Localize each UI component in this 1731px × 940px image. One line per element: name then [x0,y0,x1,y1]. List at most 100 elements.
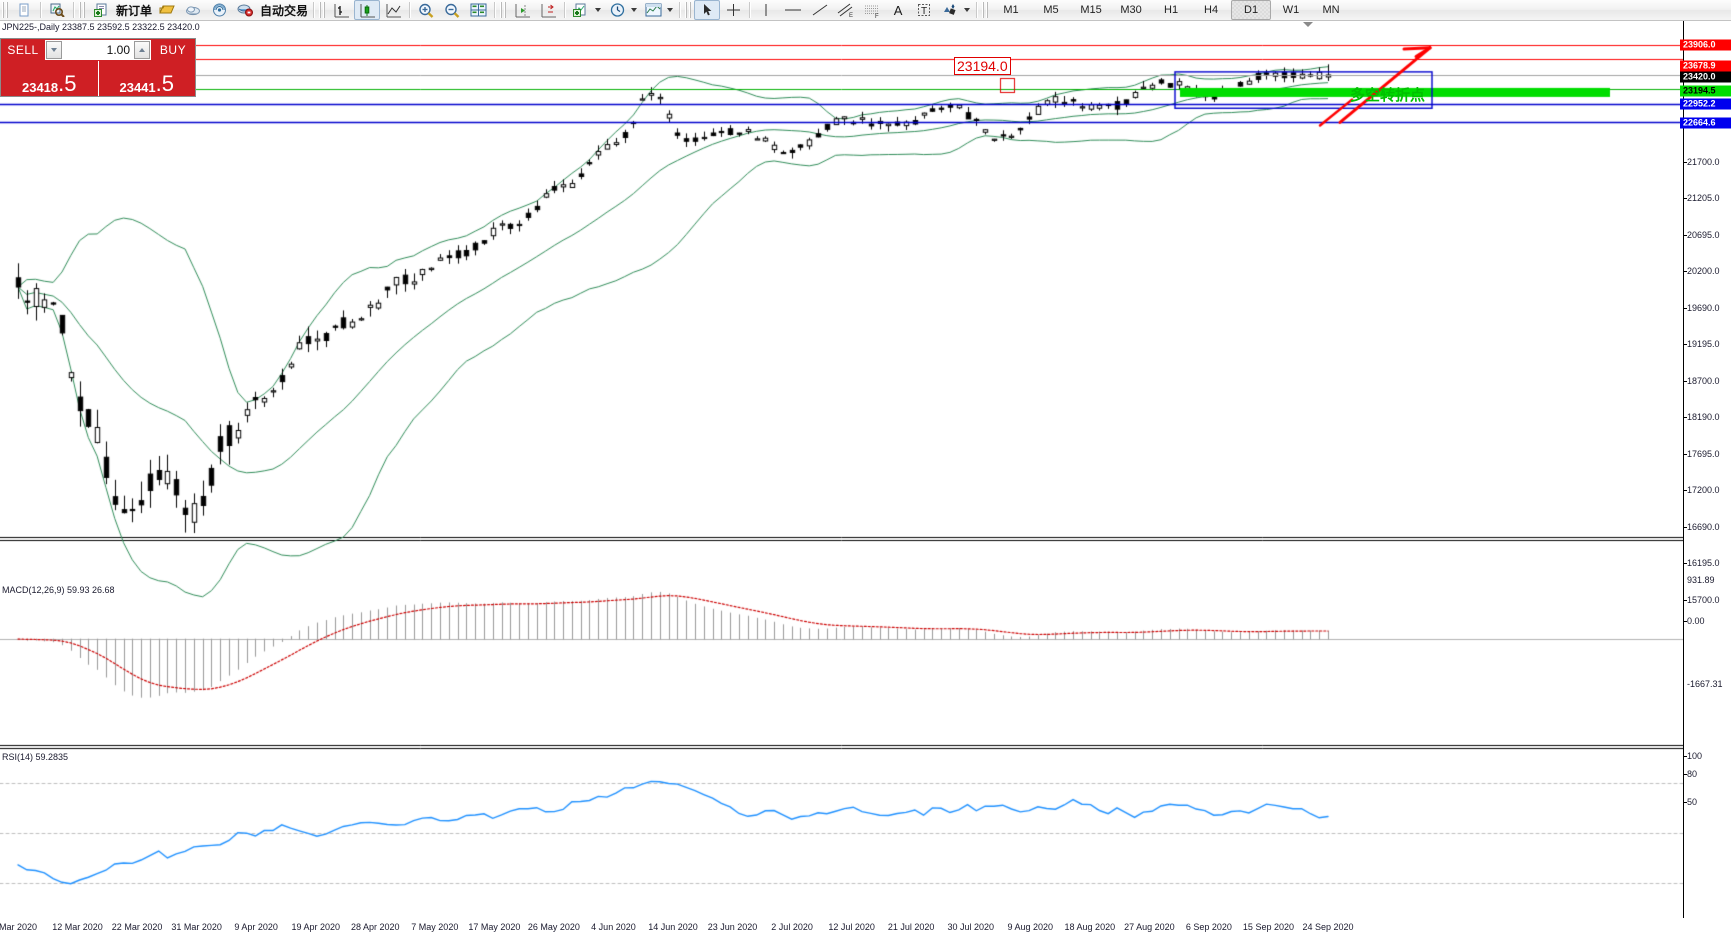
volume-increase-button[interactable] [134,41,150,59]
crosshair-icon[interactable] [720,0,746,20]
toolbar-grip[interactable] [982,2,990,18]
chevron-down-icon[interactable] [667,8,674,12]
price-tick-mark [1684,234,1687,236]
grid-icon[interactable] [465,0,491,20]
price-tick-mark [1684,198,1687,199]
oct-divider [97,61,99,96]
toolbar-separator [564,2,566,18]
zoom-in-icon[interactable] [413,0,439,20]
date-tick-label: 15 Sep 2020 [1242,922,1294,932]
date-tick-label: 9 Apr 2020 [234,922,278,932]
auto-scroll-icon[interactable] [535,0,561,20]
turning-point-annotation: 多空转折点 [1350,87,1426,104]
autotrade-label[interactable]: 自动交易 [260,3,309,18]
text-label-icon[interactable]: T [911,0,937,20]
vertical-line-icon[interactable] [753,0,779,20]
chart-canvas[interactable] [0,21,1683,918]
price-tick-label: 16195.0 [1687,558,1720,568]
equidistant-channel-icon[interactable]: E [833,0,859,20]
new-order-label[interactable]: 新订单 [116,3,153,18]
toolbar-grip[interactable] [685,2,693,18]
price-level-tag[interactable]: 23906.0 [1680,39,1731,51]
fibonacci-icon[interactable]: F [859,0,885,20]
timeframe-h4[interactable]: H4 [1204,4,1219,16]
timeframe-h1[interactable]: H1 [1164,4,1179,16]
toolbar-grip[interactable] [500,2,508,18]
timeframe-mn[interactable]: MN [1322,4,1340,16]
volume-input[interactable]: 1.00 [62,41,134,59]
timeframe-m30[interactable]: M30 [1120,4,1142,16]
search-chart-icon[interactable] [44,0,70,20]
signal-icon[interactable] [206,0,232,20]
price-level-tag[interactable]: 23194.5 [1680,85,1731,97]
price-tick-label: 18700.0 [1687,375,1720,386]
price-axis[interactable]: 22195.021700.021205.020695.020200.019690… [1683,21,1731,918]
main-toolbar: 新订单 自动交易 [0,0,1731,21]
price-chart-panel[interactable] [0,21,1683,918]
cloud-icon[interactable] [180,0,206,20]
new-order-icon[interactable] [88,0,114,20]
date-tick-label: 30 Jul 2020 [947,922,994,932]
templates-icon[interactable] [640,0,666,20]
toolbar-separator [976,2,978,18]
add-indicator-icon[interactable] [568,0,594,20]
scroll-indicator-icon [1303,22,1313,27]
date-tick-label: 9 Aug 2020 [1007,922,1054,932]
volume-stepper[interactable]: 1.00 [45,40,151,60]
chevron-down-icon[interactable] [631,8,638,12]
line-chart-icon[interactable] [380,0,406,20]
price-level-tag[interactable]: 23420.0 [1680,71,1731,83]
folder-icon[interactable] [154,0,180,20]
autotrade-icon[interactable] [232,0,258,20]
buy-label[interactable]: BUY [159,43,187,57]
price-callout-label[interactable]: 23194.0 [954,57,1011,75]
sell-label[interactable]: SELL [7,43,39,57]
cursor-icon[interactable] [694,0,721,20]
macd-tick-mark [1684,621,1687,622]
date-tick-label: 27 Aug 2020 [1124,922,1175,932]
date-tick-label: 2 Jul 2020 [771,922,813,932]
price-level-tag[interactable]: 22952.2 [1680,98,1731,110]
volume-decrease-button[interactable] [46,41,62,59]
price-tick-label: 21205.0 [1687,193,1720,203]
candlestick-chart-icon[interactable] [354,0,381,20]
sell-button[interactable]: 23418.5 [1,61,98,96]
price-tick-label: 17200.0 [1687,485,1720,495]
price-level-tag[interactable]: 22664.6 [1680,117,1731,129]
timeframe-m1[interactable]: M1 [1003,4,1019,16]
document-icon[interactable] [11,0,37,20]
date-tick-label: 19 Apr 2020 [291,922,340,932]
price-tick-mark [1684,563,1687,564]
toolbar-separator [313,2,315,18]
buy-button[interactable]: 23441.5 [99,61,196,96]
timeframe-d1[interactable]: D1 [1231,0,1272,20]
chart-shift-icon[interactable] [509,0,535,20]
horizontal-line-icon[interactable] [779,0,807,20]
chevron-down-icon[interactable] [595,8,602,12]
toolbar-grip[interactable] [79,2,86,18]
text-icon[interactable]: A [893,2,903,18]
date-tick-label: 14 Jun 2020 [648,922,698,932]
price-level-tag[interactable]: 23678.9 [1680,60,1731,72]
shapes-icon[interactable] [937,0,963,20]
zoom-out-icon[interactable] [439,0,465,20]
chevron-down-icon[interactable] [964,8,971,12]
trendline-icon[interactable] [807,0,833,20]
date-tick-label: 7 May 2020 [411,922,459,932]
period-clock-icon[interactable] [604,0,630,20]
date-tick-label: 22 Mar 2020 [111,922,163,932]
date-axis[interactable]: Mar 2020 12 Mar 2020 22 Mar 2020 31 Mar 202… [0,920,1683,940]
price-tick-label: 19195.0 [1687,339,1720,349]
bar-chart-icon[interactable] [328,0,354,20]
toolbar-separator [749,2,751,18]
timeframe-w1[interactable]: W1 [1282,4,1300,16]
toolbar-grip[interactable] [319,2,327,18]
one-click-trading-panel[interactable]: SELL 1.00 BUY 23418.5 23441.5 [0,38,196,97]
timeframe-m5[interactable]: M5 [1043,4,1059,16]
date-tick-label: 24 Sep 2020 [1302,922,1354,932]
rsi-tick-mark [1684,756,1687,757]
oct-price-row: 23418.5 23441.5 [1,61,195,96]
date-tick-label: 28 Apr 2020 [350,922,400,932]
timeframe-m15[interactable]: M15 [1080,4,1102,16]
toolbar-grip[interactable] [2,2,9,18]
